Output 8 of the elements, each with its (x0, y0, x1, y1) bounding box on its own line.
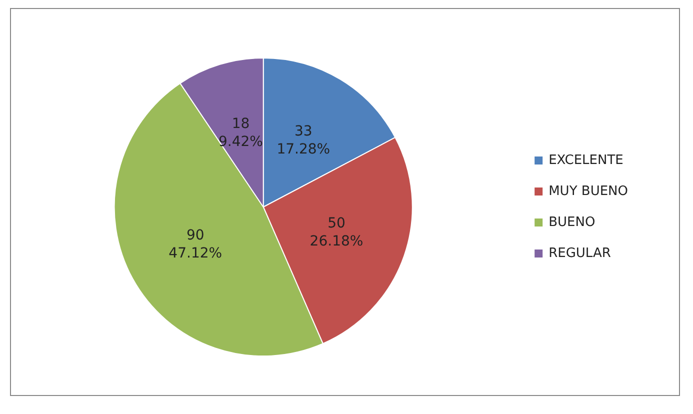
data-label: 18 9.42% (218, 116, 263, 150)
legend-label: BUENO (548, 215, 596, 230)
data-label: 33 17.28% (276, 124, 330, 158)
legend-label: EXCELENTE (548, 153, 624, 168)
legend-label: REGULAR (548, 246, 611, 261)
data-label: 50 26.18% (310, 216, 364, 250)
data-label: 90 47.12% (168, 227, 222, 262)
legend-label: MUY BUENO (548, 184, 628, 199)
